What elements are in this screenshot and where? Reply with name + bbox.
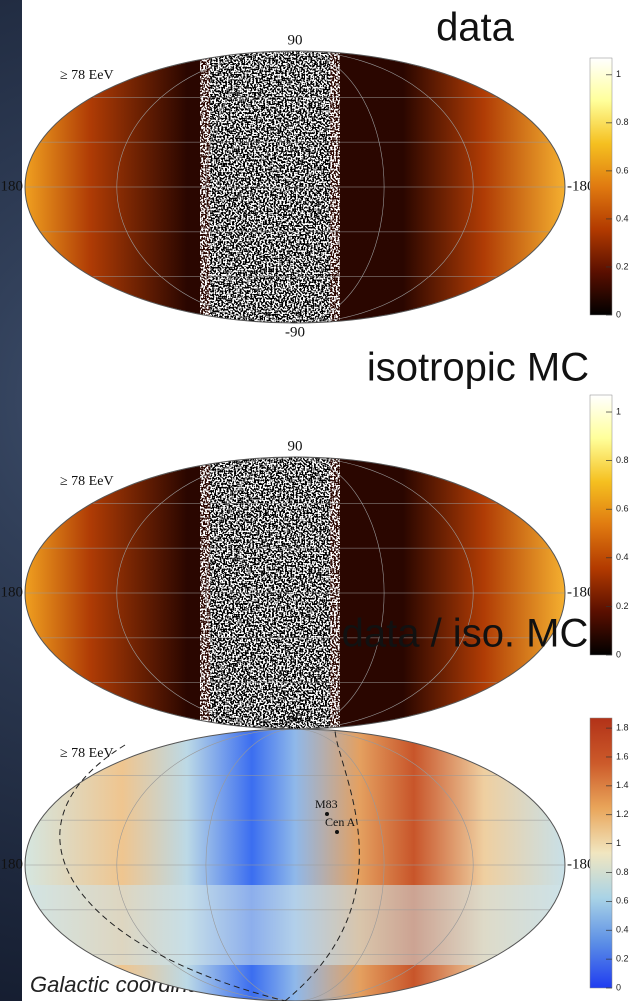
panel-title: isotropic MC	[367, 346, 589, 390]
colorbar	[589, 717, 613, 989]
lon-label: 180	[1, 584, 24, 600]
colorbar-tick-label: 0.4	[616, 925, 629, 935]
colorbar-tick-label: 1.6	[616, 751, 629, 761]
colorbar-tick-label: 1.8	[616, 722, 629, 732]
colorbar-tick-label: 0.2	[616, 953, 629, 963]
meridian	[116, 457, 474, 729]
colorbar-tick-label: 1	[616, 406, 621, 416]
colorbar-tick-label: 1.2	[616, 809, 629, 819]
source-point	[335, 830, 339, 834]
panel-title: data / iso. MC	[342, 612, 589, 656]
colorbar-tick-label: 0.2	[616, 261, 629, 271]
colorbar	[589, 394, 613, 656]
lon-label: -180	[567, 584, 595, 600]
panel-title: data	[436, 6, 515, 50]
lat-label: -90	[285, 324, 305, 340]
energy-label: ≥ 78 EeV	[60, 68, 114, 83]
energy-label: ≥ 78 EeV	[60, 746, 114, 761]
source-label: Cen A	[325, 815, 356, 829]
supergalactic-plane	[59, 728, 360, 1001]
source-label: M83	[315, 797, 338, 811]
meridian	[205, 457, 385, 729]
sky-map	[25, 457, 565, 729]
lat-label: 90	[288, 32, 303, 48]
colorbar	[589, 57, 613, 316]
meridian	[205, 51, 385, 323]
energy-label: ≥ 78 EeV	[60, 474, 114, 489]
lon-label: -180	[567, 856, 595, 872]
colorbar-tick-label: 1.4	[616, 780, 629, 790]
colorbar-tick-label: 0.8	[616, 455, 629, 465]
colorbar-tick-label: 0.4	[616, 552, 629, 562]
source-point	[325, 812, 329, 816]
lat-label: 90	[288, 438, 303, 454]
colorbar-tick-label: 0	[616, 982, 621, 992]
colorbar-tick-label: 0.8	[616, 867, 629, 877]
lat-label: 90	[288, 710, 303, 726]
meridian	[116, 51, 474, 323]
sky-map	[25, 51, 565, 323]
colorbar-tick-label: 0.6	[616, 896, 629, 906]
colorbar-tick-label: 0.8	[616, 117, 629, 127]
colorbar-tick-label: 0	[616, 649, 621, 659]
colorbar-tick-label: 0.2	[616, 601, 629, 611]
colorbar-tick-label: 0.6	[616, 165, 629, 175]
lon-label: 180	[1, 856, 24, 872]
colorbar-tick-label: 1	[616, 838, 621, 848]
meridian	[205, 729, 385, 1001]
map-border	[24, 728, 566, 1001]
meridian	[116, 729, 474, 1001]
colorbar-tick-label: 0.6	[616, 504, 629, 514]
map-band	[25, 885, 565, 965]
lon-label: 180	[1, 178, 24, 194]
colorbar-tick-label: 0	[616, 309, 621, 319]
colorbar-tick-label: 0.4	[616, 213, 629, 223]
colorbar-tick-label: 1	[616, 69, 621, 79]
sky-map	[25, 729, 565, 1001]
lon-label: -180	[567, 178, 595, 194]
map-border	[24, 50, 566, 324]
